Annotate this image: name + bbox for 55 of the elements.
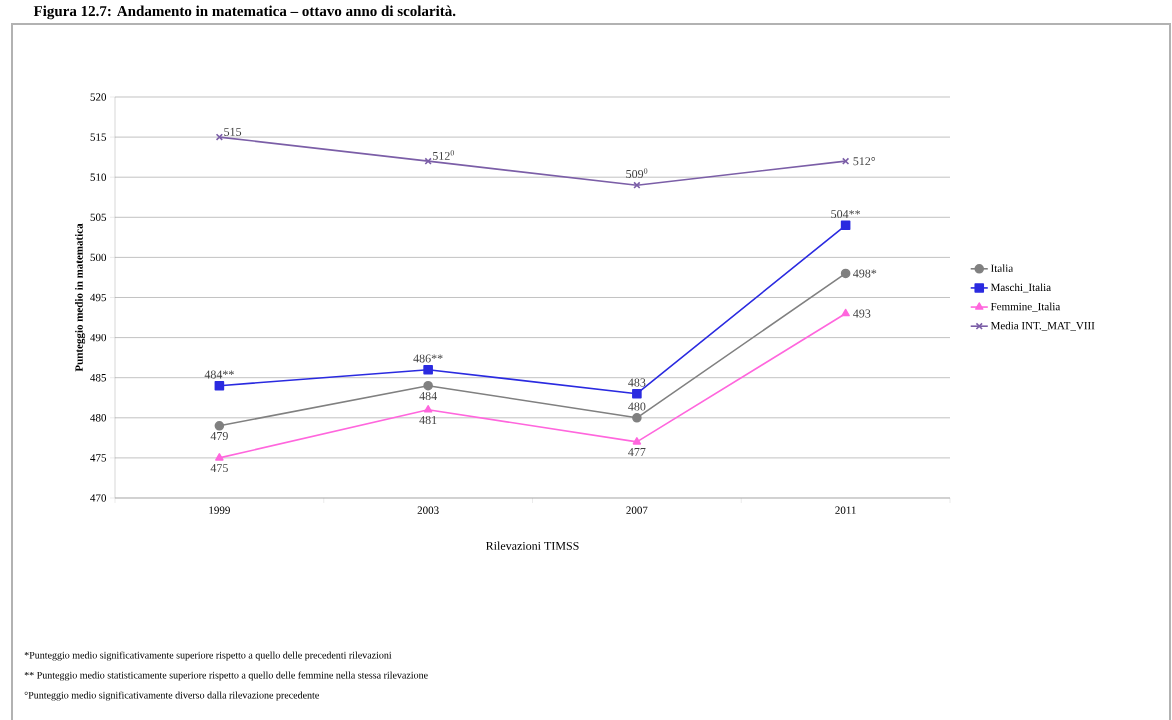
y-tick-label: 490	[90, 333, 107, 342]
data-label: 509$^{0}$	[626, 168, 648, 179]
data-label: 477	[628, 448, 646, 456]
point	[214, 421, 225, 431]
text: ** Punteggio medio statisticamente superiore rispetto a quello delle femmine nella stessa rilevazione	[24, 671, 428, 681]
y-tick-label: 470	[90, 494, 107, 502]
data-label: 512$^{0}$	[433, 150, 455, 160]
x-tick-label: 1999	[209, 506, 230, 514]
data-label: 493	[853, 309, 871, 318]
y-tick-label: 480	[90, 414, 107, 422]
data-label: 483	[628, 378, 646, 387]
x-tick-label: 2011	[835, 506, 856, 514]
data-label: 486**	[413, 354, 443, 363]
data-label: 504**	[831, 210, 861, 219]
point	[632, 388, 642, 399]
text: *Punteggio medio significativamente superiore rispetto a quello delle precedenti rilevazioni	[24, 651, 392, 661]
data-label: 479	[210, 432, 228, 441]
point	[215, 453, 224, 461]
point	[632, 413, 642, 423]
x-tick-label: 2007	[626, 506, 648, 514]
point	[633, 181, 641, 189]
point	[214, 380, 225, 391]
legend-label: Maschi_Italia	[990, 283, 1051, 293]
legend-label: Femmine_Italia	[990, 302, 1061, 312]
chart-title: Figura 12.7: Andamento in matematica – ottavo anno di scolarità.	[33, 5, 456, 20]
y-tick-label: 475	[90, 454, 107, 462]
text: °Punteggio medio significativamente diverso dalla rilevazione precedente	[24, 691, 319, 701]
x-tick-label: 2003	[417, 506, 439, 514]
data-label: 512°	[853, 157, 876, 166]
y-tick-label: 500	[90, 253, 107, 262]
legend-label: Media INT._MAT_VIII	[990, 321, 1095, 331]
y-axis-title: Punteggio medio in matematica	[75, 223, 86, 372]
y-tick-label: 520	[90, 93, 107, 101]
data-label: 481	[419, 415, 437, 425]
data-label: 498*	[853, 269, 877, 278]
point	[632, 437, 642, 445]
data-label: 475	[210, 464, 228, 473]
legend-label: Italia	[990, 264, 1014, 272]
x-axis-title: Rilevazioni TIMSS	[486, 541, 579, 550]
point	[423, 404, 433, 413]
point	[841, 308, 850, 317]
y-tick-label: 505	[90, 213, 107, 222]
y-tick-label: 495	[90, 293, 107, 302]
y-tick-label: 485	[90, 373, 107, 382]
point	[840, 268, 851, 279]
data-label: 480	[628, 402, 646, 411]
y-tick-label: 510	[90, 173, 107, 181]
data-label: 515	[224, 127, 242, 136]
y-tick-label: 515	[90, 133, 107, 141]
point	[424, 157, 432, 165]
point	[423, 364, 433, 375]
data-label: 484	[419, 391, 437, 401]
point	[423, 380, 433, 391]
data-label: 484**	[204, 370, 234, 379]
point	[840, 220, 851, 231]
